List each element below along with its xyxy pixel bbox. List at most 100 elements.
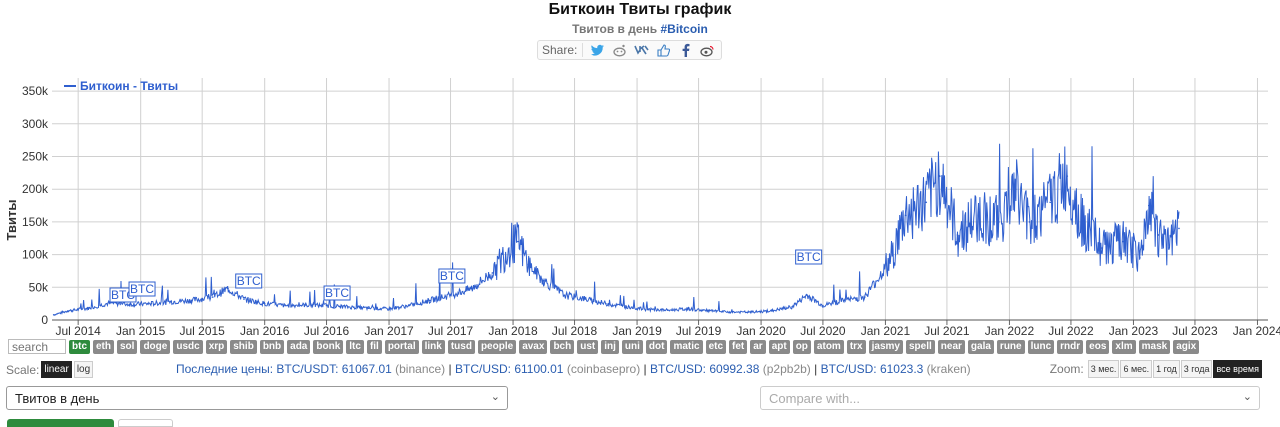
chart-series	[52, 143, 1180, 316]
coin-chip-dot[interactable]: dot	[645, 339, 668, 354]
coin-chip-etc[interactable]: etc	[705, 339, 727, 354]
facebook-icon[interactable]	[676, 42, 695, 58]
chevron-down-icon: ⌄	[1242, 391, 1252, 403]
coin-chip-xlm[interactable]: xlm	[1112, 339, 1136, 354]
zoom-3m-button[interactable]: 3 мес.	[1087, 360, 1120, 378]
data-point	[87, 307, 90, 310]
coin-chip-fil[interactable]: fil	[366, 339, 382, 354]
zoom-1y-button[interactable]: 1 год	[1153, 360, 1180, 378]
scale-control: Scale: linear log	[6, 361, 94, 378]
data-point	[1157, 234, 1160, 236]
data-point	[243, 298, 245, 300]
coin-chip-eth[interactable]: eth	[93, 339, 114, 354]
data-point	[749, 311, 752, 313]
tweets-line	[53, 143, 1180, 316]
coin-chip-link[interactable]: link	[421, 339, 445, 354]
price-quote[interactable]: BTC/USD: 60992.38	[650, 362, 760, 376]
weibo-icon[interactable]	[698, 42, 717, 58]
zoom-all-button[interactable]: все время	[1213, 360, 1262, 378]
annotation-box	[795, 249, 823, 265]
compare-select[interactable]: Compare with... ⌄	[760, 386, 1260, 410]
coin-chip-sol[interactable]: sol	[117, 339, 138, 354]
coin-chip-spell[interactable]: spell	[905, 339, 935, 354]
hashtag-link[interactable]: #Bitcoin	[660, 22, 708, 36]
coin-chip-xrp[interactable]: xrp	[205, 339, 228, 354]
bottom-secondary-button[interactable]	[118, 419, 173, 427]
data-point	[1015, 188, 1017, 190]
bottom-action-button[interactable]	[7, 419, 114, 427]
coin-chip-fet[interactable]: fet	[729, 339, 748, 354]
coin-chip-btc[interactable]: btc	[69, 339, 90, 354]
annotation-box	[438, 268, 466, 284]
coin-chip-portal[interactable]: portal	[384, 339, 419, 354]
coin-chip-trx[interactable]: trx	[846, 339, 866, 354]
data-point	[408, 304, 410, 307]
data-point	[67, 310, 69, 312]
coin-chip-ar[interactable]: ar	[750, 339, 766, 354]
coin-chip-rune[interactable]: rune	[996, 339, 1025, 354]
coin-chip-uni[interactable]: uni	[621, 339, 643, 354]
data-point	[170, 300, 173, 303]
metric-select[interactable]: Твитов в день ⌄	[6, 386, 508, 410]
price-quote[interactable]: BTC/USD: 61023.3	[820, 362, 924, 376]
scale-linear-button[interactable]: linear	[41, 361, 72, 378]
data-point	[1066, 175, 1069, 177]
coin-chip-bch[interactable]: bch	[550, 339, 575, 354]
coin-chip-usdc[interactable]: usdc	[173, 339, 203, 354]
coin-chip-op[interactable]: op	[792, 339, 811, 354]
price-quote[interactable]: BTC/USD: 61100.01	[454, 362, 564, 376]
like-icon[interactable]	[654, 42, 673, 58]
coin-chip-matic[interactable]: matic	[670, 339, 703, 354]
coin-chip-tusd[interactable]: tusd	[447, 339, 475, 354]
chart-legend[interactable]: Биткоин - Твиты	[64, 79, 178, 93]
data-point	[998, 221, 1000, 223]
coin-chip-atom[interactable]: atom	[813, 339, 844, 354]
coin-chip-ltc[interactable]: ltc	[346, 339, 364, 354]
x-tick-label: Jan 2021	[861, 324, 911, 338]
data-point	[1028, 221, 1031, 223]
data-point	[729, 311, 731, 313]
tweets-chart[interactable]: Jul 2014 Jan 2015 Jul 2015 Jan 2016 Jul 2016…	[0, 70, 1280, 338]
coin-chip-ada[interactable]: ada	[287, 339, 311, 354]
coin-chip-jasmy[interactable]: jasmy	[868, 339, 903, 354]
twitter-icon[interactable]	[588, 42, 607, 58]
reddit-icon[interactable]	[610, 42, 629, 58]
annotation-box	[128, 281, 156, 297]
scale-log-button[interactable]: log	[73, 361, 94, 378]
coin-chip-rndr[interactable]: rndr	[1057, 339, 1084, 354]
data-point	[806, 294, 808, 296]
coin-chip-avax[interactable]: avax	[519, 339, 548, 354]
price-quote[interactable]: BTC/USDT: 61067.01	[276, 362, 392, 376]
coin-chip-people[interactable]: people	[477, 339, 517, 354]
coin-chip-mask[interactable]: mask	[1138, 339, 1171, 354]
data-point	[904, 214, 907, 217]
coin-chip-bonk[interactable]: bonk	[313, 339, 344, 354]
prices-label: Последние цены:	[176, 362, 274, 376]
annotation-label: BTC	[237, 274, 261, 288]
data-point	[542, 279, 545, 282]
coin-chip-gala[interactable]: gala	[967, 339, 994, 354]
coin-chip-lunc[interactable]: lunc	[1027, 339, 1055, 354]
x-tick-label: Jan 2015	[116, 324, 166, 338]
coin-search-input[interactable]	[8, 339, 66, 354]
y-tick-label: 0	[41, 313, 48, 327]
coin-chip-bnb[interactable]: bnb	[259, 339, 285, 354]
annotation-box	[323, 285, 351, 301]
data-point	[508, 247, 510, 249]
y-tick-label: 50k	[29, 280, 49, 294]
x-tick-label: Jan 2019	[612, 324, 662, 338]
coin-chip-near[interactable]: near	[937, 339, 965, 354]
coin-chip-agix[interactable]: agix	[1173, 339, 1200, 354]
zoom-6m-button[interactable]: 6 мес.	[1120, 360, 1153, 378]
coin-chip-shib[interactable]: shib	[230, 339, 257, 354]
zoom-3y-button[interactable]: 3 года	[1180, 360, 1213, 378]
coin-chip-ust[interactable]: ust	[577, 339, 599, 354]
coin-chip-eos[interactable]: eos	[1086, 339, 1110, 354]
vk-icon[interactable]	[632, 42, 651, 58]
data-point	[1101, 247, 1103, 249]
coin-chip-doge[interactable]: doge	[140, 339, 171, 354]
y-tick-label: 100k	[22, 248, 49, 262]
coin-chip-inj[interactable]: inj	[601, 339, 619, 354]
annotation-label: BTC	[797, 250, 821, 264]
coin-chip-apt[interactable]: apt	[768, 339, 790, 354]
